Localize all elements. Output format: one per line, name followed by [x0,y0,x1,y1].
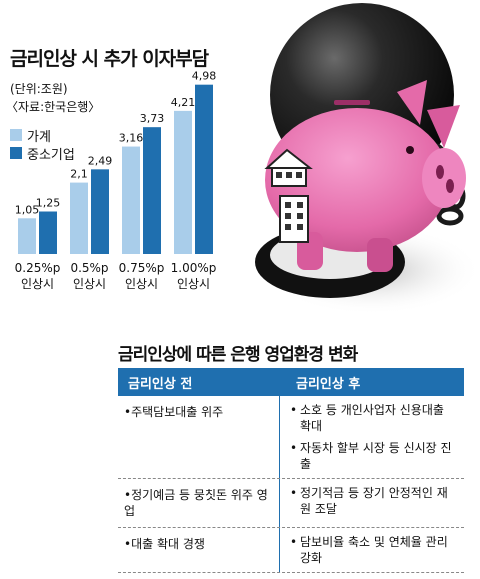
bullet-dot: • [290,486,298,500]
after-bullet: • 소호 등 개인사업자 신용대출 확대 [290,402,458,434]
before-cell: •주택담보대출 위주 [118,396,280,478]
bar [70,182,88,254]
bar [195,84,213,255]
before-cell: •정기예금 등 뭉칫돈 위주 영업 [118,479,280,527]
legend-swatch-sme [10,147,22,159]
before-cell: •대출 확대 경쟁 [118,528,280,572]
after-text: 정기적금 등 장기 안정적인 재원 조달 [300,486,448,516]
after-bullet: • 담보비율 축소 및 연체율 관리 강화 [290,534,458,566]
table-header: 금리인상 전 금리인상 후 [118,368,464,396]
piggy-bank-illustration [255,3,480,315]
unit-label: (단위:조원) [10,82,68,96]
bar-chart: 1,051,25 0.25%p 인상시 2,12,49 0.5%p 인상시 3,16 3,73… [15,70,217,291]
data-label: 1,25 [36,197,61,210]
category-label: 인상시 [125,277,158,291]
header-before: 금리인상 전 [128,376,193,392]
table-title: 금리인상에 따른 은행 영업환경 변화 [118,345,358,365]
after-cell: • 정기적금 등 장기 안정적인 재원 조달 [280,479,464,527]
bar [174,110,192,254]
category-label: 인상시 [21,277,54,291]
legend-label-sme: 중소기업 [27,147,75,163]
table-row: •정기예금 등 뭉칫돈 위주 영업 • 정기적금 등 장기 안정적인 재원 조달 [118,479,464,528]
bar [39,211,57,254]
house-icon [264,148,313,187]
table-row: •대출 확대 경쟁 • 담보비율 축소 및 연체율 관리 강화 [118,528,464,573]
after-cell: • 소호 등 개인사업자 신용대출 확대 • 자동차 할부 시장 등 신시장 진출 [280,396,464,478]
bar [143,127,161,254]
category-label: 0.75%p [119,261,165,275]
bullet-dot: • [290,535,298,549]
chart-title: 금리인상 시 추가 이자부담 [10,48,209,70]
data-label: 4,21 [171,96,196,109]
after-text: 자동차 할부 시장 등 신시장 진출 [300,441,452,471]
after-bullet: • 정기적금 등 장기 안정적인 재원 조달 [290,485,458,517]
table-body: •주택담보대출 위주 • 소호 등 개인사업자 신용대출 확대 • 자동차 할부 시장 … [118,396,464,573]
category-label: 인상시 [73,277,106,291]
chart-legend: 가계 중소기업 [10,126,75,163]
category-label: 0.5%p [70,261,108,275]
category-label: 인상시 [177,277,210,291]
after-text: 담보비율 축소 및 연체율 관리 강화 [300,535,448,565]
bar [91,169,109,254]
after-cell: • 담보비율 축소 및 연체율 관리 강화 [280,528,464,572]
source-label: 〈자료:한국은행〉 [6,100,101,114]
building-icon [279,195,309,243]
legend-item-household: 가계 [10,126,75,145]
data-label: 4,98 [192,70,217,83]
after-bullet: • 자동차 할부 시장 등 신시장 진출 [290,440,458,472]
bullet-dot: • [290,441,298,455]
data-label: 2,1 [70,168,88,181]
legend-item-sme: 중소기업 [10,144,75,163]
category-label: 1.00%p [171,261,217,275]
comparison-table: 금리인상 전 금리인상 후 •주택담보대출 위주 • 소호 등 개인사업자 신용대출… [118,368,464,573]
legend-swatch-household [10,129,22,141]
data-label: 3,73 [140,112,165,125]
table-row: •주택담보대출 위주 • 소호 등 개인사업자 신용대출 확대 • 자동차 할부 시장 … [118,396,464,479]
data-label: 1,05 [15,203,40,216]
bullet-dot: • [290,403,298,417]
data-label: 3,16 [119,132,144,145]
data-label: 2,49 [88,154,113,167]
header-after: 금리인상 후 [296,376,361,392]
after-text: 소호 등 개인사업자 신용대출 확대 [300,403,444,433]
category-label: 0.25%p [15,261,61,275]
legend-label-household: 가계 [27,129,51,145]
bar [122,146,140,254]
piggy-bank-icon [264,80,466,272]
bar [18,218,36,254]
